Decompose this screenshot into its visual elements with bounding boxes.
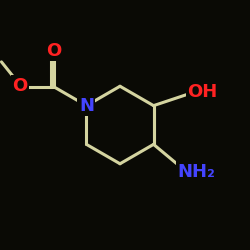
Text: NH₂: NH₂ bbox=[177, 163, 215, 181]
Text: OH: OH bbox=[187, 83, 218, 101]
Text: O: O bbox=[12, 76, 28, 94]
Text: O: O bbox=[46, 42, 62, 60]
Text: N: N bbox=[79, 96, 94, 114]
